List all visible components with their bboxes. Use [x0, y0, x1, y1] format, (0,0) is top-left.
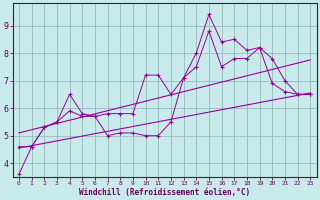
- X-axis label: Windchill (Refroidissement éolien,°C): Windchill (Refroidissement éolien,°C): [79, 188, 250, 197]
